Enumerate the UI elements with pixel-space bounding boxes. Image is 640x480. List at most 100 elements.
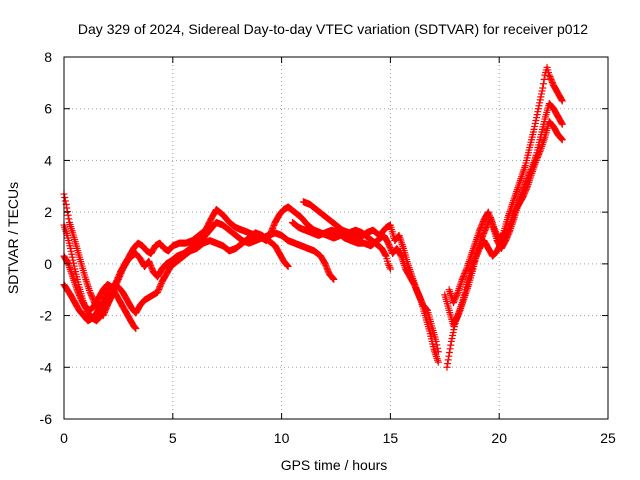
data-point-marker bbox=[69, 256, 77, 264]
data-point-marker bbox=[476, 226, 484, 234]
data-point-marker bbox=[474, 247, 482, 255]
data-point-marker bbox=[521, 188, 529, 196]
data-point-marker bbox=[385, 241, 393, 249]
data-point-marker bbox=[479, 219, 487, 227]
data-point-marker bbox=[548, 77, 556, 85]
data-point-marker bbox=[450, 299, 458, 307]
data-point-marker bbox=[115, 274, 123, 282]
data-point-marker bbox=[73, 286, 81, 294]
data-point-marker bbox=[522, 187, 530, 195]
data-point-marker bbox=[447, 337, 455, 345]
data-point-marker bbox=[63, 208, 71, 216]
data-point-marker bbox=[68, 253, 76, 261]
data-point-marker bbox=[530, 125, 538, 133]
data-point-marker bbox=[130, 323, 138, 331]
data-point-marker bbox=[502, 231, 510, 239]
x-axis-label: GPS time / hours bbox=[281, 457, 388, 473]
data-point-marker bbox=[385, 262, 393, 270]
data-point-marker bbox=[533, 155, 541, 163]
data-point-marker bbox=[537, 90, 545, 98]
data-point-marker bbox=[414, 289, 422, 297]
data-point-marker bbox=[61, 197, 69, 205]
data-point-marker bbox=[451, 294, 459, 302]
data-point-marker bbox=[283, 261, 291, 269]
data-point-marker bbox=[540, 75, 548, 83]
data-point-marker bbox=[558, 96, 566, 104]
data-point-marker bbox=[67, 247, 75, 255]
data-point-marker bbox=[453, 315, 461, 323]
data-point-marker bbox=[147, 263, 155, 271]
data-point-marker bbox=[548, 78, 556, 86]
data-point-marker bbox=[146, 260, 154, 268]
series-track-5 bbox=[288, 218, 442, 356]
series-track-3 bbox=[60, 229, 292, 325]
x-tick-label: 25 bbox=[600, 430, 616, 446]
data-point-marker bbox=[413, 286, 421, 294]
data-point-marker bbox=[451, 296, 459, 304]
data-point-marker bbox=[114, 275, 122, 283]
data-point-marker bbox=[270, 221, 278, 229]
data-point-marker bbox=[449, 332, 457, 340]
data-point-marker bbox=[116, 272, 124, 280]
data-point-marker bbox=[450, 322, 458, 330]
data-point-marker bbox=[65, 215, 73, 223]
data-point-marker bbox=[70, 259, 78, 267]
data-point-marker bbox=[155, 284, 163, 292]
data-point-marker bbox=[67, 244, 75, 252]
data-point-marker bbox=[520, 191, 528, 199]
data-point-marker bbox=[157, 281, 165, 289]
data-point-marker bbox=[114, 277, 122, 285]
data-point-marker bbox=[422, 305, 430, 313]
data-point-marker bbox=[416, 294, 424, 302]
data-point-marker bbox=[329, 275, 337, 283]
data-point-marker bbox=[284, 262, 292, 270]
data-point-marker bbox=[462, 267, 470, 275]
data-point-marker bbox=[531, 122, 539, 130]
data-point-marker bbox=[458, 275, 466, 283]
data-point-marker bbox=[61, 193, 69, 201]
data-point-marker bbox=[321, 260, 329, 268]
data-point-marker bbox=[536, 96, 544, 104]
data-point-marker bbox=[532, 117, 540, 125]
data-point-marker bbox=[269, 223, 277, 231]
data-point-marker bbox=[322, 261, 330, 269]
data-point-marker bbox=[118, 268, 126, 276]
data-point-marker bbox=[519, 193, 527, 201]
data-point-marker bbox=[520, 190, 528, 198]
data-point-marker bbox=[558, 135, 566, 143]
data-point-marker bbox=[443, 363, 451, 371]
data-point-marker bbox=[538, 87, 546, 95]
data-point-marker bbox=[546, 74, 554, 82]
data-point-marker bbox=[478, 220, 486, 228]
data-point-marker bbox=[504, 227, 512, 235]
data-point-marker bbox=[329, 274, 337, 282]
data-point-marker bbox=[386, 265, 394, 273]
data-point-marker bbox=[449, 329, 457, 337]
data-point-marker bbox=[155, 285, 163, 293]
data-point-marker bbox=[546, 73, 554, 81]
data-point-marker bbox=[531, 119, 539, 127]
data-point-marker bbox=[534, 152, 542, 160]
data-point-marker bbox=[410, 281, 418, 289]
data-point-marker bbox=[145, 259, 153, 267]
data-point-marker bbox=[448, 334, 456, 342]
axis-ticks bbox=[63, 56, 609, 420]
data-point-marker bbox=[558, 136, 566, 144]
y-tick-label: -6 bbox=[40, 411, 53, 427]
plot-frame bbox=[63, 56, 609, 420]
y-tick-label: 6 bbox=[44, 101, 52, 117]
data-point-marker bbox=[68, 250, 76, 258]
data-point-marker bbox=[381, 251, 389, 259]
data-point-marker bbox=[505, 224, 513, 232]
tick-labels: 0 5 10 15 20 25 -6 -4 -2 0 2 4 6 8 bbox=[40, 49, 616, 446]
data-point-marker bbox=[558, 120, 566, 128]
data-point-marker bbox=[473, 250, 481, 258]
data-point-marker bbox=[445, 349, 453, 357]
data-point-marker bbox=[452, 316, 460, 324]
data-point-marker bbox=[472, 253, 480, 261]
data-point-marker bbox=[434, 348, 442, 356]
data-point-marker bbox=[413, 288, 421, 296]
data-point-marker bbox=[131, 324, 139, 332]
